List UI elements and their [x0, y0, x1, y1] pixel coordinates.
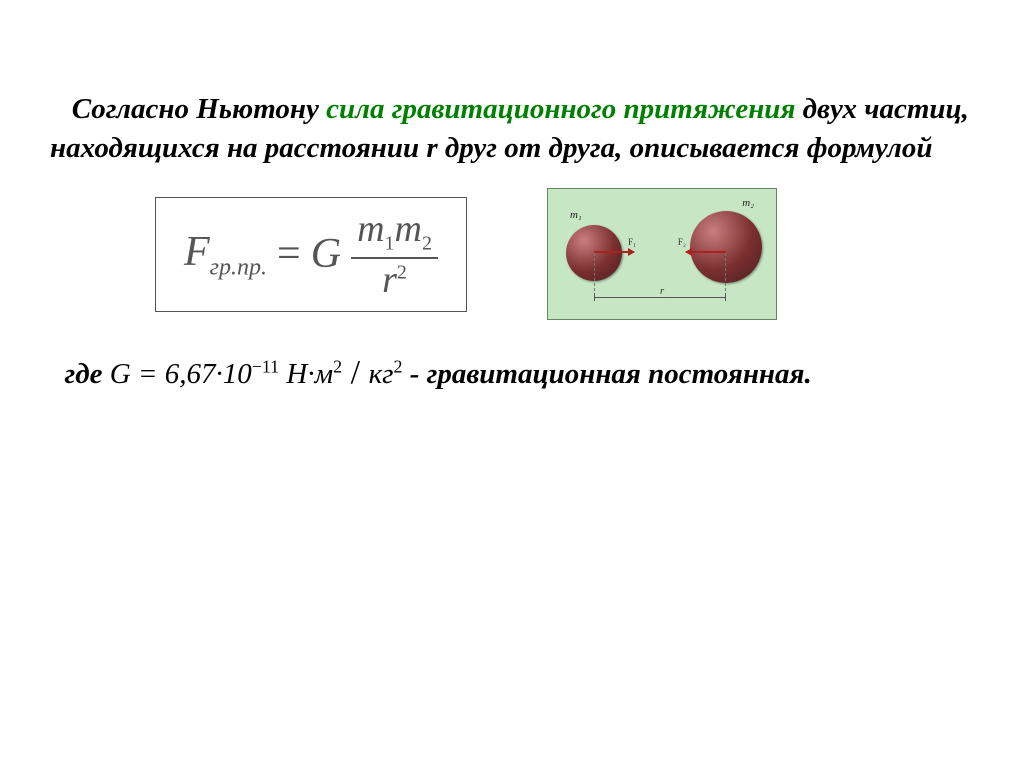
distance-line: [594, 297, 726, 298]
formula-row: Fгр.пр. = G m1m2 r2 m₁ m₂: [155, 188, 974, 320]
units-slash: /: [342, 354, 368, 391]
where-dash: -: [410, 358, 427, 390]
formula-eq: =: [277, 230, 301, 278]
force-arrow-1: [594, 251, 634, 253]
formula-F-sub: гр.пр.: [210, 254, 267, 280]
mass-label-1: m₁: [570, 209, 582, 221]
sphere-2: [690, 211, 762, 283]
arrowhead-right-icon: [628, 248, 635, 256]
mass-label-2: m₂: [742, 197, 754, 209]
formula-m1: m: [357, 208, 384, 250]
units-N: Н·м: [279, 358, 333, 390]
units-N-exp: 2: [333, 357, 342, 377]
intro-prefix: Согласно Ньютону: [72, 93, 326, 125]
G-value: G = 6,67·10: [110, 358, 252, 390]
formula-box: Fгр.пр. = G m1m2 r2: [155, 197, 467, 312]
intro-paragraph: Согласно Ньютону сила гравитационного пр…: [50, 90, 974, 168]
G-value-exp: −11: [252, 357, 279, 377]
where-paragraph: где G = 6,67·10−11 Н·м2 / кг2 - гравитац…: [50, 350, 974, 396]
distance-label: r: [658, 285, 666, 297]
units-kg-exp: 2: [393, 357, 402, 377]
arrowhead-left-icon: [685, 248, 692, 256]
formula-m2-sub: 2: [422, 232, 432, 254]
force-arrow-2: [686, 251, 726, 253]
slide-content: Согласно Ньютону сила гравитационного пр…: [50, 90, 974, 396]
formula-F: F: [184, 229, 210, 275]
formula-r-exp: 2: [397, 261, 407, 283]
force-label-2: F₂: [678, 237, 686, 247]
gravity-formula: Fгр.пр. = G m1m2 r2: [184, 210, 438, 299]
force-label-1: F₁: [628, 237, 636, 247]
formula-r: r: [382, 259, 397, 301]
where-suffix: гравитационная постоянная.: [427, 358, 812, 390]
dist-tick-2: [725, 293, 726, 301]
formula-m1-sub: 1: [385, 232, 395, 254]
formula-G: G: [311, 230, 341, 278]
dist-tick-1: [594, 293, 595, 301]
units-kg: кг: [369, 358, 394, 390]
formula-m2: m: [395, 208, 422, 250]
where-prefix: где: [65, 358, 110, 390]
intro-highlight: сила гравитационного притяжения: [326, 93, 795, 125]
gravity-diagram: m₁ m₂ F₁ F₂ r: [547, 188, 777, 320]
